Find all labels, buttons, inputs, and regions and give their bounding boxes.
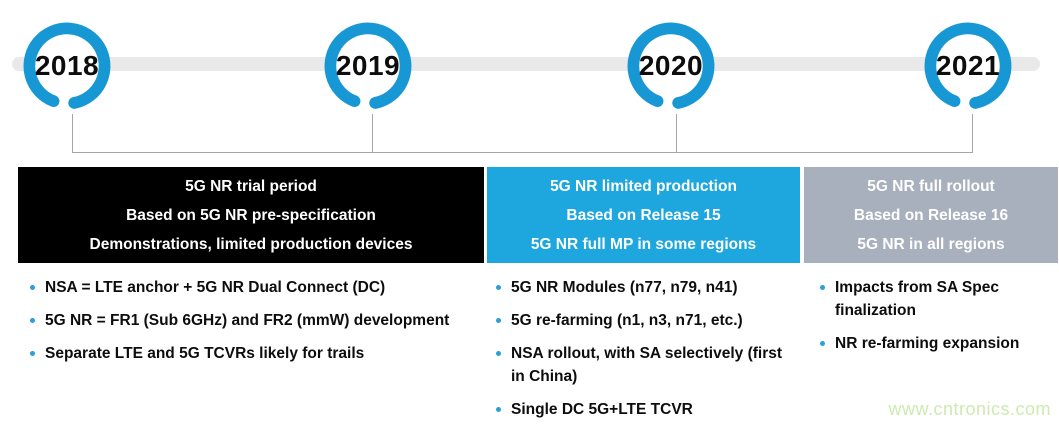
year-node-2018: 2018: [20, 19, 114, 113]
bullet-list-full-rollout: Impacts from SA Spec finalization NR re-…: [818, 276, 1046, 365]
banner-full-rollout: 5G NR full rollout Based on Release 16 5…: [804, 167, 1058, 263]
connector-drop-2018: [72, 114, 73, 152]
year-ring-icon: [924, 22, 1012, 109]
list-item: NSA = LTE anchor + 5G NR Dual Connect (D…: [28, 276, 464, 299]
banner-line: 5G NR full MP in some regions: [530, 235, 757, 253]
year-ring-icon: [627, 22, 715, 109]
year-ring-icon: [324, 22, 412, 109]
year-label: 2021: [935, 50, 1001, 81]
connector-drop-2019: [372, 114, 373, 152]
list-item: 5G NR = FR1 (Sub 6GHz) and FR2 (mmW) dev…: [28, 309, 464, 332]
list-item: Separate LTE and 5G TCVRs likely for tra…: [28, 342, 464, 365]
banner-trial-period: 5G NR trial period Based on 5G NR pre-sp…: [18, 167, 484, 263]
connector-drop-2021: [972, 114, 973, 152]
banner-line: Based on 5G NR pre-specification: [126, 206, 376, 224]
bullet-list-trial-period: NSA = LTE anchor + 5G NR Dual Connect (D…: [28, 276, 464, 375]
banner-line: Based on Release 16: [853, 206, 1009, 224]
year-ring-icon: [23, 22, 111, 109]
banner-line: 5G NR in all regions: [857, 235, 1005, 253]
year-label: 2018: [34, 50, 100, 81]
list-item: 5G re-farming (n1, n3, n71, etc.): [494, 309, 794, 332]
banner-limited-production: 5G NR limited production Based on Releas…: [487, 167, 800, 263]
connector-horizontal-line: [72, 152, 973, 153]
banner-line: Demonstrations, limited production devic…: [89, 235, 413, 253]
banner-line: 5G NR full rollout: [867, 177, 995, 195]
year-label: 2020: [638, 50, 704, 81]
year-node-2019: 2019: [321, 19, 415, 113]
banner-line: 5G NR trial period: [185, 177, 317, 195]
year-label: 2019: [335, 50, 401, 81]
year-node-2021: 2021: [921, 19, 1015, 113]
list-item: NR re-farming expansion: [818, 332, 1046, 355]
connector-drop-2020: [676, 114, 677, 152]
year-node-2020: 2020: [624, 19, 718, 113]
banner-line: Based on Release 15: [566, 206, 721, 224]
banner-line: 5G NR limited production: [550, 177, 737, 195]
timeline-track: [12, 57, 1040, 71]
watermark-text: www.cntronics.com: [888, 399, 1051, 419]
list-item: 5G NR Modules (n77, n79, n41): [494, 276, 794, 299]
list-item: Single DC 5G+LTE TCVR: [494, 398, 794, 421]
bullet-list-limited-production: 5G NR Modules (n77, n79, n41) 5G re-farm…: [494, 276, 794, 424]
list-item: NSA rollout, with SA selectively (first …: [494, 342, 794, 388]
list-item: Impacts from SA Spec finalization: [818, 276, 1046, 322]
